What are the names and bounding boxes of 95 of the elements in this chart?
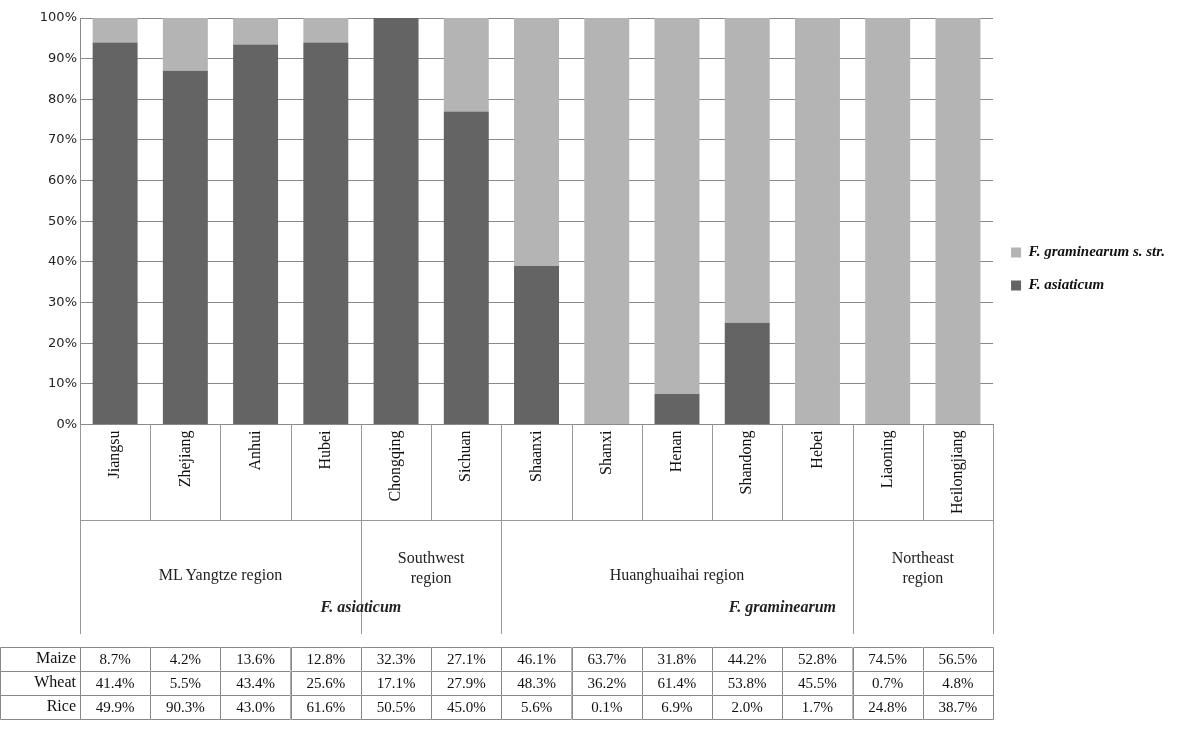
data-label: 31.8% [657, 650, 697, 667]
data-label: 44.2% [727, 650, 767, 667]
x-tick-label: Anhui [245, 429, 263, 471]
data-label: 32.3% [376, 650, 416, 667]
x-tick-label: Zhejiang [175, 430, 194, 488]
data-label: 36.2% [587, 674, 627, 691]
y-tick-label: 80% [48, 90, 77, 106]
bar [514, 18, 559, 266]
data-label: 12.8% [306, 650, 346, 667]
x-tick-label: Heilongjiang [948, 430, 967, 515]
data-label: 2.0% [731, 699, 763, 716]
bar [724, 322, 770, 424]
bar [935, 18, 981, 424]
data-label: 13.6% [236, 650, 275, 667]
y-tick-label: Maize [36, 648, 76, 666]
data-label: 90.3% [165, 699, 205, 716]
text: Huanghuaihai region [608, 565, 746, 585]
bar [233, 18, 279, 45]
y-tick-label: 90% [48, 50, 77, 66]
y-tick-label: 40% [48, 253, 77, 269]
data-label: 6.9% [661, 699, 693, 716]
x-tick-label: Hubei [316, 429, 334, 470]
data-label: 63.7% [587, 650, 627, 667]
y-tick-label: 10% [48, 375, 77, 391]
x-tick-label: Hebei [807, 429, 825, 469]
text: Northeast region [890, 548, 955, 588]
bar [303, 42, 349, 424]
legend-label: F. asiaticum [1027, 276, 1105, 293]
data-label: 27.9% [446, 674, 486, 691]
text: Southwest region [396, 548, 466, 588]
data-label: 1.7% [801, 699, 834, 716]
bar [92, 42, 138, 424]
bar [724, 18, 770, 323]
data-label: 74.5% [868, 650, 908, 667]
data-label: 52.8% [798, 650, 837, 667]
text: F. asiaticum [319, 597, 403, 617]
data-label: 27.1% [446, 650, 486, 667]
data-label: 17.1% [376, 674, 416, 691]
x-tick-label: Henan [667, 430, 685, 473]
y-tick-label: Rice [46, 697, 76, 715]
bar [584, 18, 630, 424]
y-tick-label: 30% [48, 293, 77, 309]
x-tick-label: Jiangsu [105, 430, 124, 479]
bar [443, 111, 489, 424]
data-label: 48.3% [517, 674, 556, 691]
bar [303, 18, 349, 43]
bar [514, 265, 559, 424]
y-tick-label: 100% [39, 9, 77, 25]
x-tick-label: Chongqing [386, 430, 405, 502]
x-tick-label: Sichuan [456, 430, 474, 483]
data-label: 61.6% [306, 699, 346, 716]
data-label: 25.6% [306, 674, 346, 691]
data-label: 38.7% [938, 699, 978, 716]
x-tick-label: Liaoning [877, 430, 896, 489]
data-label: 8.7% [99, 650, 131, 667]
bar [373, 18, 419, 424]
bar [794, 18, 840, 424]
data-label: 5.6% [520, 699, 553, 716]
data-label: 61.4% [657, 674, 697, 691]
data-label: 5.5% [169, 674, 201, 691]
legend-label: F. graminearum s. str. [1027, 243, 1166, 260]
text: ML Yangtze region [157, 565, 284, 585]
data-label: 41.4% [95, 674, 135, 691]
bar [654, 18, 700, 394]
y-tick-label: 50% [48, 212, 77, 228]
data-label: 49.9% [95, 699, 135, 716]
x-tick-label: Shaanxi [526, 429, 544, 483]
bar [162, 18, 208, 71]
data-label: 45.5% [798, 674, 837, 691]
text: F. graminearum [727, 597, 837, 617]
y-tick-label: Wheat [34, 673, 77, 691]
data-label: 45.0% [446, 699, 486, 716]
bar [233, 44, 279, 424]
bar [443, 18, 489, 112]
x-tick-label: Shandong [737, 430, 756, 495]
data-label: 43.0% [236, 699, 275, 716]
data-label: 4.8% [942, 674, 974, 691]
bar [92, 18, 138, 43]
data-label: 56.5% [938, 650, 978, 667]
data-label: 50.5% [376, 699, 416, 716]
data-label: 0.1% [591, 699, 623, 716]
data-label: 0.7% [872, 674, 904, 691]
y-tick-label: 70% [48, 131, 77, 147]
data-label: 46.1% [517, 650, 556, 667]
data-label: 4.2% [169, 650, 201, 667]
data-label: 53.8% [727, 674, 767, 691]
x-tick-label: Shanxi [596, 429, 614, 475]
bar [162, 70, 208, 424]
data-label: 43.4% [236, 674, 275, 691]
bar [865, 18, 911, 424]
y-tick-label: 60% [48, 171, 77, 187]
y-tick-label: 0% [56, 415, 77, 431]
data-label: 24.8% [868, 699, 908, 716]
bar [654, 393, 700, 424]
y-tick-label: 20% [48, 334, 77, 350]
